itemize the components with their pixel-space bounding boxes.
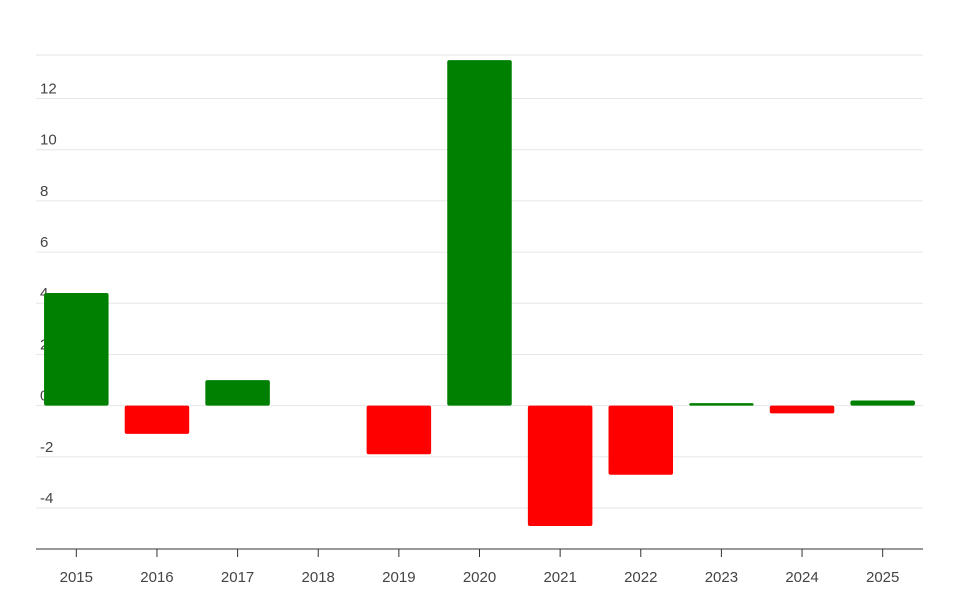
bar [44, 293, 109, 406]
bar [366, 405, 432, 455]
y-tick-label: -2 [40, 439, 53, 456]
x-tick-label: 2015 [60, 569, 93, 586]
y-tick-label: 4 [40, 285, 48, 302]
bar [205, 380, 270, 406]
y-tick-label: 6 [40, 234, 48, 251]
y-tick-label: 10 [40, 132, 57, 149]
x-tick-label: 2023 [705, 569, 738, 586]
x-tick-label: 2021 [543, 569, 576, 586]
x-tick-label: 2017 [221, 569, 254, 586]
y-tick-label: 12 [40, 80, 57, 97]
bar [689, 403, 754, 406]
x-tick-label: 2019 [382, 569, 415, 586]
bar [447, 60, 512, 406]
x-tick-label: 2016 [140, 569, 173, 586]
x-tick-label: 2018 [302, 569, 335, 586]
bar [527, 405, 593, 526]
y-tick-label: 8 [40, 183, 48, 200]
x-tick-label: 2020 [463, 569, 496, 586]
x-tick-label: 2025 [866, 569, 899, 586]
x-tick-label: 2022 [624, 569, 657, 586]
x-tick-label: 2024 [785, 569, 818, 586]
bar [124, 405, 190, 434]
bar [850, 400, 915, 406]
bar [608, 405, 674, 475]
y-tick-label: -4 [40, 490, 53, 507]
bar [769, 405, 835, 414]
